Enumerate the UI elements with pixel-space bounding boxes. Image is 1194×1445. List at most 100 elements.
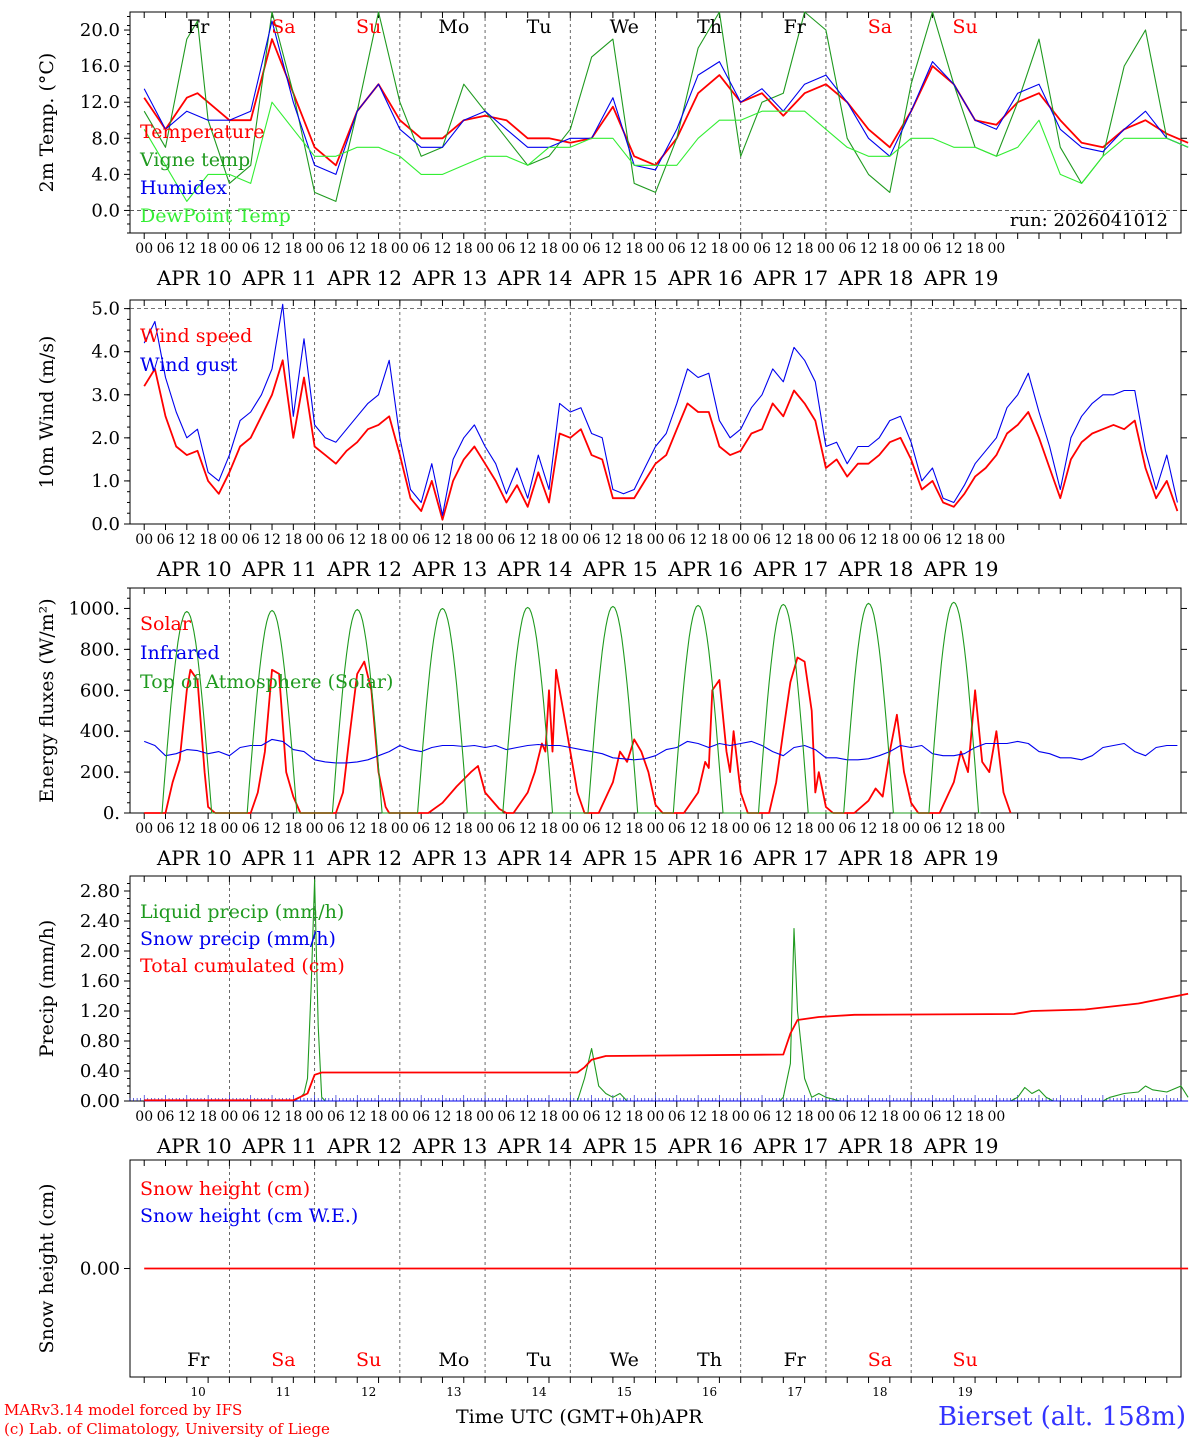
hour-label: 06 xyxy=(497,532,515,548)
legend-entry: Liquid precip (mm/h) xyxy=(140,901,344,923)
weekday-label-bottom: Sa xyxy=(868,1349,892,1371)
hour-label: 12 xyxy=(434,532,452,548)
hour-label: 18 xyxy=(710,532,728,548)
y-tick-label: 4.0 xyxy=(91,342,120,363)
hour-label: 12 xyxy=(348,241,366,257)
y-tick-label: 0.00 xyxy=(80,1259,120,1280)
weekday-label-bottom: Fr xyxy=(187,1349,210,1371)
hour-label: 06 xyxy=(583,1109,601,1125)
hour-label: 06 xyxy=(838,532,856,548)
hour-label: 18 xyxy=(710,821,728,837)
hour-label: 06 xyxy=(242,532,260,548)
hour-label: 06 xyxy=(583,532,601,548)
hour-label: 18 xyxy=(540,1109,558,1125)
day-number-label: 13 xyxy=(446,1385,461,1399)
date-label: APR 13 xyxy=(411,557,487,581)
hour-label: 00 xyxy=(817,532,835,548)
hour-label: 18 xyxy=(796,532,814,548)
day-number-label: 10 xyxy=(191,1385,206,1399)
hour-label: 18 xyxy=(455,532,473,548)
y-tick-label: 2.40 xyxy=(80,911,120,932)
hour-label: 00 xyxy=(817,1109,835,1125)
hour-label: 12 xyxy=(774,241,792,257)
weekday-label-bottom: We xyxy=(610,1349,639,1371)
hour-label: 00 xyxy=(647,1109,665,1125)
hour-label: 12 xyxy=(945,532,963,548)
y-tick-label: 0.80 xyxy=(80,1031,120,1052)
date-label: APR 18 xyxy=(838,846,914,870)
y-axis-label: Precip (mm/h) xyxy=(36,920,58,1058)
hour-label: 06 xyxy=(242,1109,260,1125)
day-number-label: 16 xyxy=(702,1385,717,1399)
weekday-label-top: Tu xyxy=(527,16,552,38)
y-axis-label: Snow height (cm) xyxy=(36,1183,58,1353)
hour-label: 06 xyxy=(157,532,175,548)
model-credit: MARv3.14 model forced by IFS xyxy=(4,1401,243,1419)
y-tick-label: 600. xyxy=(80,680,120,701)
date-label: APR 15 xyxy=(582,846,658,870)
hour-label: 00 xyxy=(561,1109,579,1125)
hour-label: 12 xyxy=(519,241,537,257)
date-label: APR 16 xyxy=(667,266,743,290)
hour-label: 12 xyxy=(434,821,452,837)
weekday-label-top: Su xyxy=(356,16,381,38)
hour-label: 06 xyxy=(157,241,175,257)
hour-label: 06 xyxy=(412,532,430,548)
legend-entry: Snow height (cm) xyxy=(140,1178,310,1200)
hour-label: 12 xyxy=(348,1109,366,1125)
date-label: APR 12 xyxy=(326,266,402,290)
date-label: APR 17 xyxy=(752,266,828,290)
hour-label: 06 xyxy=(327,241,345,257)
date-label: APR 16 xyxy=(667,846,743,870)
hour-label: 00 xyxy=(561,241,579,257)
series-1-0-line xyxy=(143,359,1179,521)
hour-label: 18 xyxy=(455,241,473,257)
weekday-label-bottom: Su xyxy=(356,1349,381,1371)
hour-label: 06 xyxy=(412,241,430,257)
date-label: APR 16 xyxy=(667,557,743,581)
hour-label: 00 xyxy=(306,821,324,837)
hour-label: 12 xyxy=(519,821,537,837)
hour-label: 12 xyxy=(604,821,622,837)
series-3-0-line xyxy=(144,879,1189,1102)
weekday-label-top: Sa xyxy=(271,16,295,38)
day-number-label: 14 xyxy=(531,1385,547,1399)
hour-label: 00 xyxy=(902,1109,920,1125)
date-label: APR 17 xyxy=(752,1134,828,1158)
y-tick-label: 800. xyxy=(80,639,120,660)
y-tick-label: 2.80 xyxy=(80,881,120,902)
y-tick-label: 0.40 xyxy=(80,1061,120,1082)
hour-label: 00 xyxy=(135,1109,153,1125)
hour-label: 00 xyxy=(135,821,153,837)
day-number-label: 19 xyxy=(958,1385,973,1399)
hour-label: 18 xyxy=(881,532,899,548)
hour-label: 06 xyxy=(838,1109,856,1125)
y-tick-label: 1000. xyxy=(68,598,120,619)
hour-label: 18 xyxy=(710,1109,728,1125)
hour-label: 18 xyxy=(625,241,643,257)
hour-label: 00 xyxy=(306,241,324,257)
legend-entry: Snow precip (mm/h) xyxy=(140,928,336,950)
hour-label: 12 xyxy=(348,532,366,548)
hour-label: 12 xyxy=(604,241,622,257)
hour-label: 06 xyxy=(924,532,942,548)
hour-label: 00 xyxy=(221,1109,239,1125)
series-3-2-line xyxy=(144,992,1189,1102)
date-label: APR 11 xyxy=(241,266,317,290)
legend-entry: Infrared xyxy=(140,642,220,664)
hour-label: 00 xyxy=(221,821,239,837)
hour-label: 18 xyxy=(881,241,899,257)
run-label: run: 2026041012 xyxy=(1010,210,1168,231)
time-axis-label: Time UTC (GMT+0h)APR xyxy=(456,1406,703,1428)
legend-entry: Temperature xyxy=(140,121,264,143)
y-tick-label: 200. xyxy=(80,762,120,783)
weekday-label-top: We xyxy=(610,16,639,38)
legend-entry: Top of Atmosphere (Solar) xyxy=(140,671,393,693)
legend-entry: Humidex xyxy=(140,177,227,199)
hour-label: 12 xyxy=(860,241,878,257)
hour-label: 00 xyxy=(902,821,920,837)
series-0-2-line xyxy=(143,20,1189,175)
hour-label: 12 xyxy=(519,1109,537,1125)
hour-label: 06 xyxy=(497,821,515,837)
day-number-label: 15 xyxy=(617,1385,632,1399)
